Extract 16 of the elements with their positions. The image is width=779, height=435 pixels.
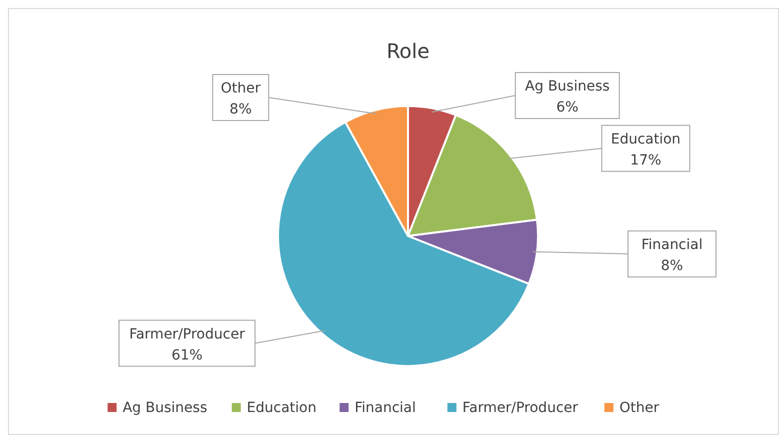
slice-label: Farmer/Producer [129,326,246,342]
legend-label: Farmer/Producer [462,400,578,416]
data-label: 8% [230,101,252,118]
data-label: 61% [171,347,203,364]
slice-label: Other [220,80,261,96]
data-label: 17% [630,152,662,168]
legend-label: Other [619,400,660,416]
slice-label: Education [610,131,681,148]
chart-title: Role [386,39,430,63]
data-label: 6% [556,100,578,116]
data-label: 8% [660,258,684,274]
legend-label: Ag Business [122,400,208,416]
legend-label: Education [246,400,317,416]
slice-label: Financial [641,236,703,253]
slice-label: Ag Business [525,78,610,95]
legend-label: Financial [354,400,416,416]
